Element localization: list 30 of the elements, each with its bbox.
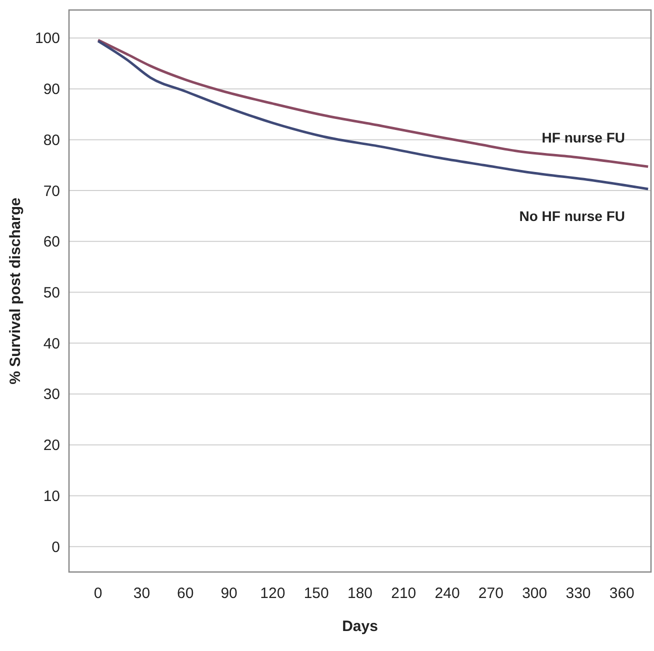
y-tick-label: 100 bbox=[34, 30, 60, 48]
line-series bbox=[96, 40, 650, 190]
y-axis-title: % Survival post discharge bbox=[7, 198, 24, 384]
y-tick-label: 90 bbox=[43, 81, 60, 98]
y-tick-label: 40 bbox=[43, 335, 60, 352]
series-label: No HF nurse FU bbox=[519, 208, 625, 224]
series-label: HF nurse FU bbox=[542, 130, 625, 146]
x-tick-label: 180 bbox=[347, 585, 373, 602]
line-series bbox=[96, 38, 650, 168]
y-tick-label: 60 bbox=[43, 234, 60, 251]
x-tick-label: 30 bbox=[133, 585, 150, 602]
y-tick-label: 50 bbox=[43, 284, 60, 302]
y-tick-label: 0 bbox=[52, 538, 60, 556]
y-tick-label: 10 bbox=[43, 488, 60, 505]
x-tick-label: 120 bbox=[260, 585, 286, 602]
x-tick-label: 360 bbox=[609, 585, 634, 602]
x-tick-label: 270 bbox=[478, 585, 504, 602]
x-tick-label: 300 bbox=[522, 585, 548, 602]
x-tick-label: 240 bbox=[434, 585, 460, 602]
y-tick-label: 70 bbox=[43, 182, 60, 200]
x-tick-label: 330 bbox=[566, 585, 591, 602]
x-tick-label: 90 bbox=[220, 585, 238, 602]
x-tick-label: 0 bbox=[94, 585, 102, 602]
x-axis-title: Days bbox=[342, 618, 378, 635]
x-tick-label: 60 bbox=[177, 585, 194, 602]
x-tick-label: 150 bbox=[304, 585, 329, 602]
y-tick-label: 20 bbox=[43, 437, 60, 454]
y-tick-label: 80 bbox=[43, 132, 60, 149]
y-tick-label: 30 bbox=[43, 386, 60, 404]
x-tick-label: 210 bbox=[391, 585, 416, 602]
